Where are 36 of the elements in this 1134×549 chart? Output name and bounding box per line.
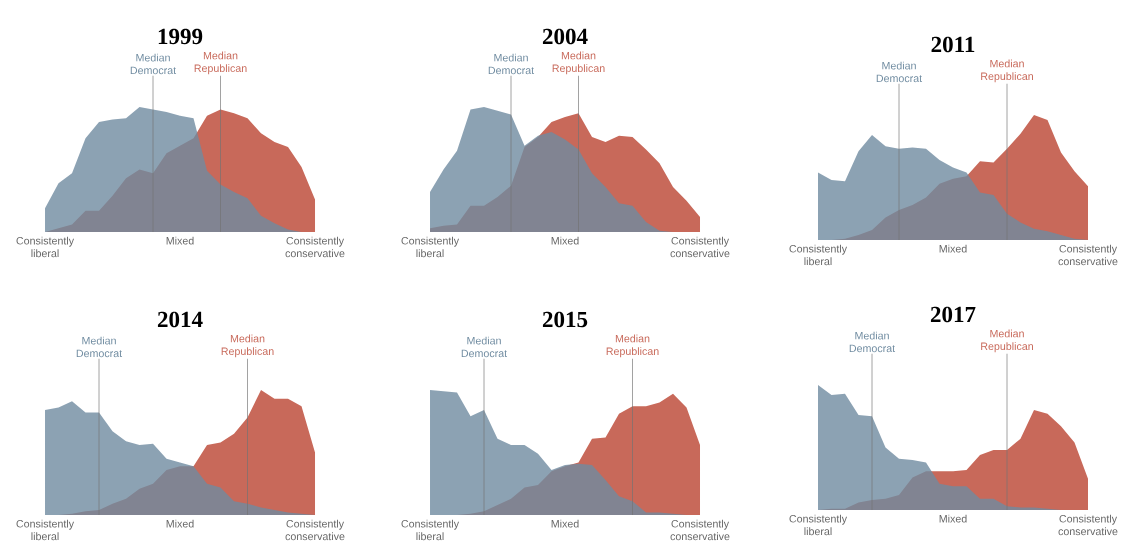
x-tick-label: Mixed <box>166 519 194 528</box>
x-tick-label: Mixed <box>551 519 579 528</box>
chart-title: 2014 <box>157 311 203 328</box>
x-tick-label: Consistently liberal <box>401 236 460 258</box>
x-tick-label: Consistently liberal <box>16 236 75 258</box>
x-tick-label: Mixed <box>939 514 967 523</box>
x-tick-label: Mixed <box>166 236 194 245</box>
x-tick-label: Consistently liberal <box>401 519 460 541</box>
text: Median Republican <box>981 329 1033 353</box>
text: Median Democrat <box>488 53 535 75</box>
x-tick-label: Consistently conservative <box>670 236 730 258</box>
x-tick-label: Consistently conservative <box>670 519 730 541</box>
x-tick-label: Consistently liberal <box>789 244 848 266</box>
text: Median Republican <box>194 51 247 75</box>
x-tick-label: Mixed <box>551 236 579 245</box>
x-tick-label: Consistently conservative <box>285 236 345 258</box>
text: Median Republican <box>221 334 274 358</box>
chart-title: 2004 <box>542 28 588 45</box>
x-tick-label: Consistently liberal <box>16 519 75 541</box>
chart-title: 2017 <box>930 306 976 323</box>
text: Median Republican <box>606 334 659 358</box>
x-tick-label: Consistently conservative <box>285 519 345 541</box>
text: Median Democrat <box>130 53 177 75</box>
text: Median Republican <box>552 51 605 75</box>
x-tick-label: Mixed <box>939 244 967 253</box>
text: Median Democrat <box>876 61 923 83</box>
x-tick-label: Consistently conservative <box>1058 514 1118 536</box>
text: Median Democrat <box>461 336 508 358</box>
chart-title: 1999 <box>158 28 203 45</box>
x-tick-label: Consistently liberal <box>789 514 848 536</box>
text: Median Democrat <box>76 336 123 358</box>
text: Median Democrat <box>849 331 896 353</box>
text: Median Republican <box>981 59 1033 83</box>
chart-title: 2015 <box>542 311 588 328</box>
x-tick-label: Consistently conservative <box>1058 244 1118 266</box>
chart-title: 2011 <box>931 36 975 53</box>
